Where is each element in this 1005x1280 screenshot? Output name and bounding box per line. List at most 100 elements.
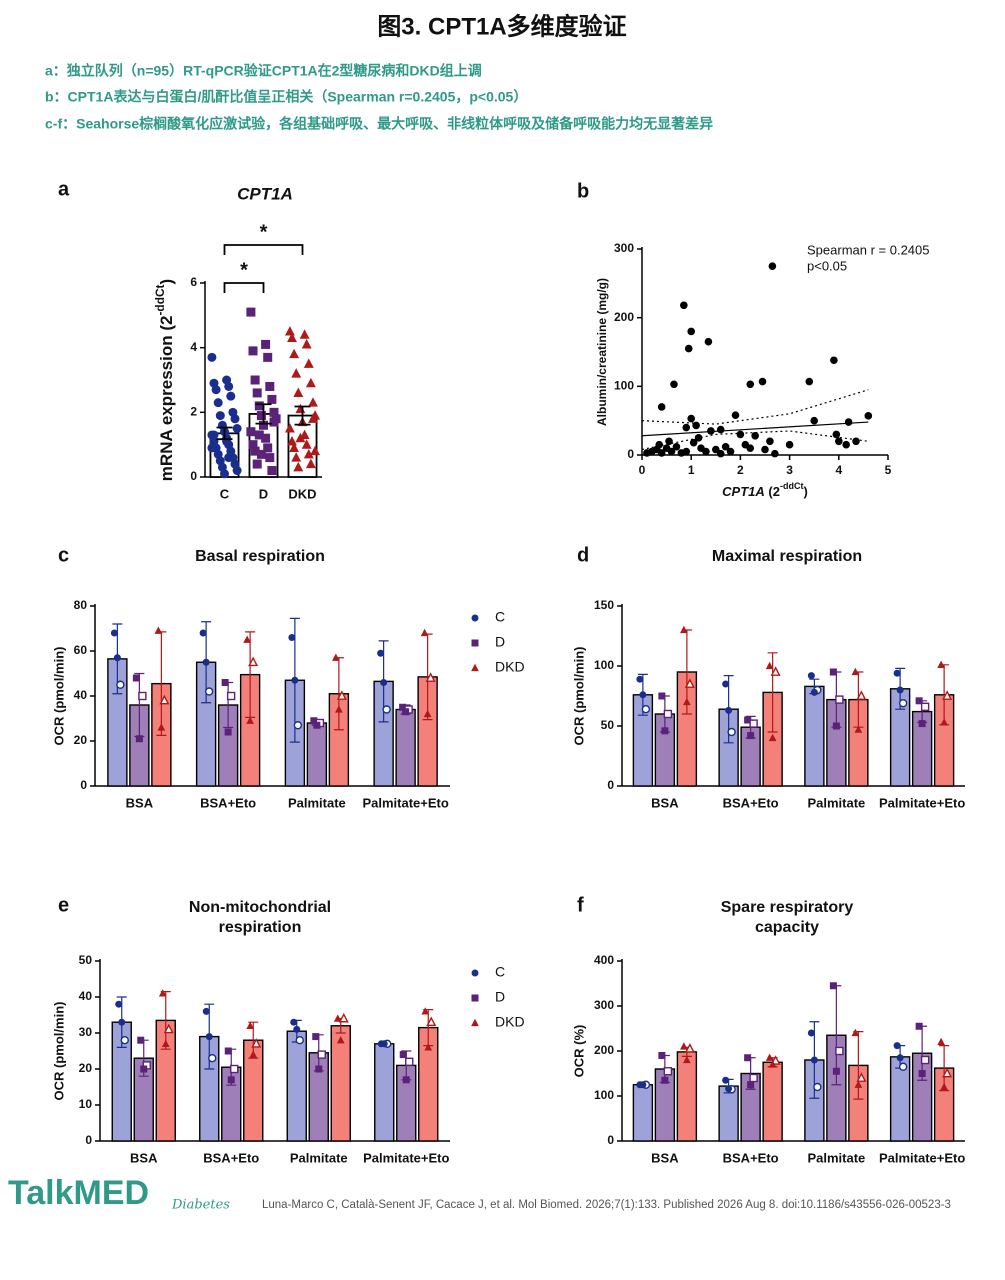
data-point: [199, 629, 207, 637]
x-tick-label: BSA: [651, 795, 679, 810]
data-point: [810, 688, 818, 696]
bar: [395, 708, 416, 787]
data-point: [661, 727, 669, 735]
data-point: [338, 1012, 349, 1023]
data-point: [704, 337, 713, 346]
x-tick-label: DKD: [288, 486, 316, 501]
data-point: [670, 380, 678, 389]
legend-label: D: [495, 989, 505, 1005]
data-point: [226, 391, 236, 401]
y-tick-label: 40: [74, 688, 88, 702]
data-point: [942, 690, 953, 700]
data-point: [246, 716, 254, 724]
chart-title: Non-mitochondrial: [189, 899, 331, 916]
data-point: [749, 1073, 758, 1083]
data-point: [265, 453, 275, 463]
data-point: [120, 1035, 129, 1045]
data-point: [230, 414, 240, 424]
data-point: [310, 717, 318, 725]
data-point: [918, 1070, 926, 1077]
chart-title: respiration: [219, 919, 302, 936]
data-point: [215, 411, 225, 421]
data-point: [937, 660, 945, 668]
data-point: [639, 1081, 647, 1089]
data-point: [915, 1022, 923, 1030]
y-tick-label: 100: [594, 1088, 614, 1102]
data-point: [226, 691, 236, 701]
data-point: [305, 377, 316, 388]
data-point: [312, 1033, 320, 1041]
x-tick-label: D: [259, 486, 268, 501]
y-tick-label: 20: [74, 733, 88, 747]
data-point: [830, 356, 838, 365]
y-axis-label-end: ): [157, 279, 176, 285]
data-point: [942, 1067, 953, 1078]
data-point: [254, 401, 264, 411]
data-point: [335, 705, 343, 713]
data-point: [658, 1052, 666, 1059]
data-point: [293, 1025, 301, 1033]
data-point: [154, 626, 163, 634]
y-tick-label: 100: [614, 379, 634, 393]
figure-title: 图3. CPT1A多维度验证: [377, 12, 626, 40]
data-point: [259, 420, 268, 430]
data-point: [224, 728, 232, 736]
x-axis-label-end: ): [803, 484, 807, 499]
data-point: [291, 676, 299, 684]
data-point: [896, 686, 904, 694]
data-point: [751, 431, 759, 440]
data-point: [303, 448, 314, 459]
data-point: [684, 1043, 695, 1053]
regression-line: [641, 421, 869, 437]
data-point: [291, 368, 302, 378]
data-point: [636, 675, 644, 683]
data-point: [246, 307, 256, 317]
data-point: [807, 1029, 815, 1037]
data-point: [768, 262, 777, 270]
data-point: [716, 425, 725, 434]
data-point: [289, 348, 300, 359]
data-point: [295, 403, 306, 414]
y-tick-label: 4: [190, 340, 197, 354]
data-point: [766, 437, 774, 446]
y-tick-label: 0: [607, 1133, 614, 1147]
data-point: [937, 1037, 945, 1046]
data-point: [157, 723, 166, 731]
data-point: [254, 430, 264, 440]
data-point: [940, 1082, 948, 1091]
data-point: [683, 697, 691, 706]
data-point: [722, 680, 730, 688]
data-point: [288, 634, 296, 641]
data-point: [261, 339, 271, 349]
legend-marker: [471, 614, 479, 622]
data-point: [399, 1051, 407, 1059]
data-point: [380, 1040, 388, 1048]
data-point: [722, 1076, 730, 1084]
data-point: [896, 1054, 904, 1062]
y-axis-label: mRNA expression (2-ddCt): [153, 279, 176, 481]
significance-label: *: [240, 259, 248, 281]
data-point: [261, 433, 271, 443]
data-point: [377, 649, 385, 657]
legend-marker: [471, 663, 479, 672]
x-tick-label: 0: [639, 463, 646, 477]
data-point: [918, 720, 926, 728]
y-tick-label: 60: [74, 643, 88, 657]
data-point: [250, 375, 260, 385]
data-point: [310, 445, 321, 456]
data-point: [399, 703, 407, 711]
legend-marker: [471, 639, 479, 647]
bar: [632, 1084, 654, 1142]
data-point: [689, 438, 698, 447]
x-tick-label: 3: [786, 463, 793, 477]
data-point: [641, 705, 651, 714]
y-axis-label: OCR (pmol/min): [51, 1002, 66, 1101]
data-point: [770, 1055, 781, 1065]
x-tick-label: Palmitate: [288, 795, 346, 810]
y-tick-label: 50: [79, 953, 93, 967]
data-point: [423, 709, 432, 718]
x-tick-label: Palmitate: [290, 1150, 348, 1165]
data-point: [898, 699, 908, 708]
annotation: Spearman r = 0.2405: [807, 242, 930, 257]
data-point: [202, 658, 210, 666]
